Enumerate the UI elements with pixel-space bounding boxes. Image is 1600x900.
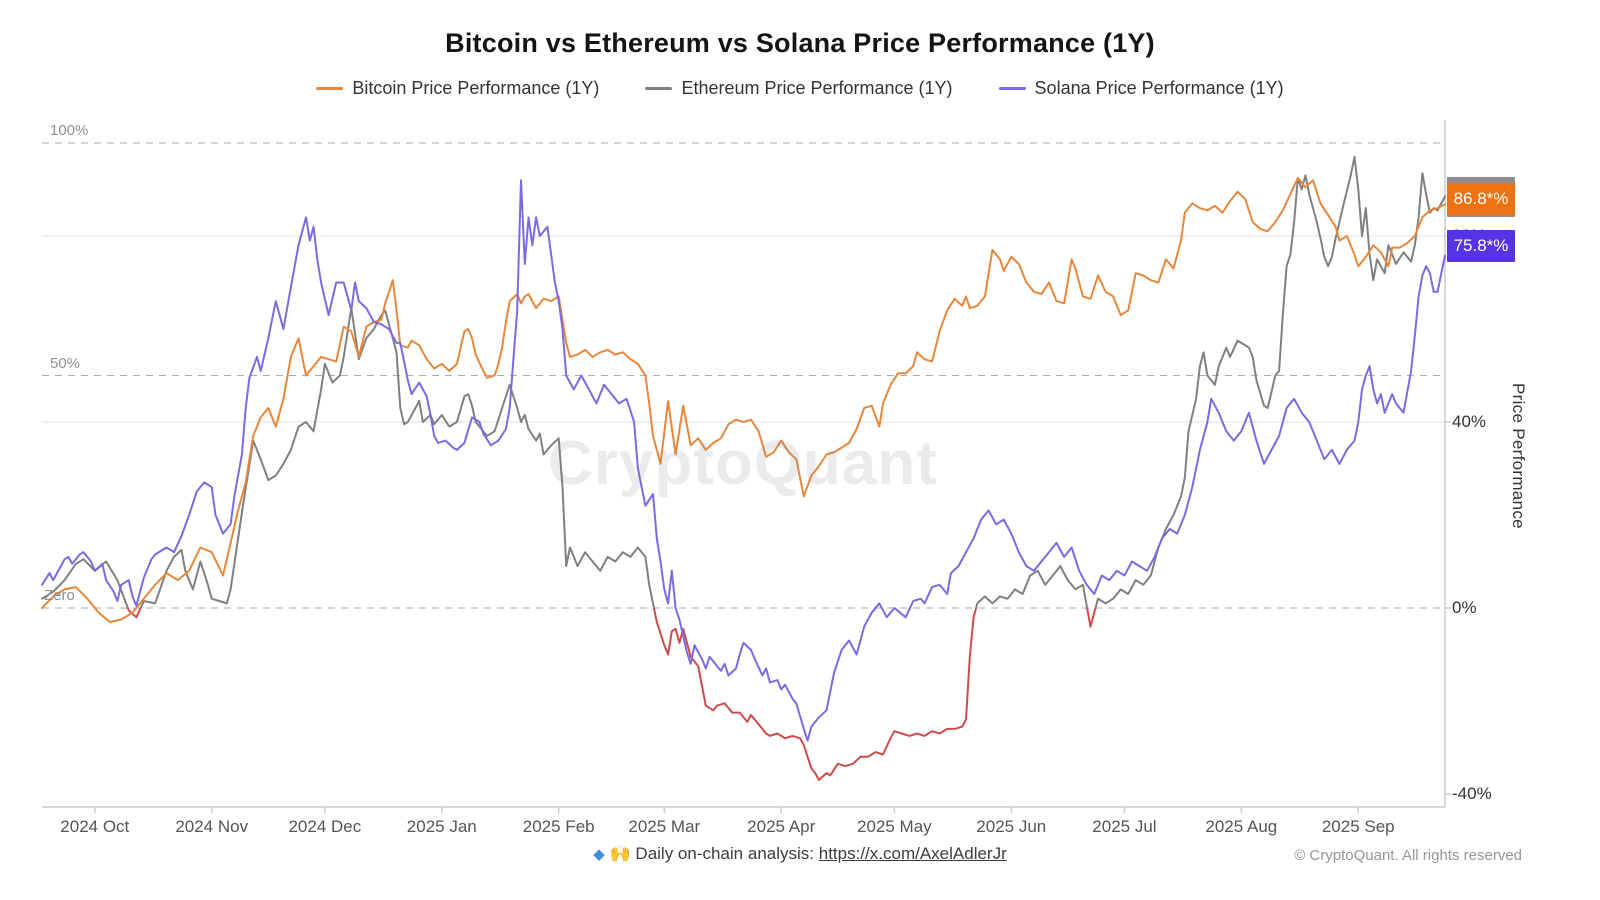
- y-axis-title: Price Performance: [1509, 383, 1528, 529]
- legend-item-ethereum[interactable]: Ethereum Price Performance (1Y): [645, 78, 953, 99]
- raised-hands-icon: 🙌: [609, 844, 631, 863]
- x-axis-label: 2025 Apr: [747, 817, 816, 836]
- legend-item-solana[interactable]: Solana Price Performance (1Y): [998, 78, 1284, 99]
- x-axis-label: 2025 Feb: [522, 817, 595, 836]
- gem-icon: ◆: [593, 846, 605, 863]
- solana-line-swatch-icon: [998, 87, 1026, 90]
- y-right-label-0: 0%: [1452, 598, 1477, 617]
- y-right-label-neg40: -40%: [1452, 784, 1492, 803]
- chart-legend: Bitcoin Price Performance (1Y) Ethereum …: [0, 78, 1600, 99]
- solana-end-value-badge: 75.8*%: [1447, 230, 1515, 262]
- y-right-label-40: 40%: [1452, 412, 1487, 431]
- bitcoin-end-value-badge: 86.8*%: [1447, 183, 1515, 215]
- footer-note: ◆ 🙌 Daily on-chain analysis: https://x.c…: [0, 844, 1600, 864]
- author-link[interactable]: https://x.com/AxelAdlerJr: [818, 844, 1007, 863]
- chart-title: Bitcoin vs Ethereum vs Solana Price Perf…: [445, 28, 1155, 58]
- x-axis-label: 2025 May: [857, 817, 932, 836]
- y-left-label-100: 100%: [50, 122, 89, 139]
- legend-item-bitcoin[interactable]: Bitcoin Price Performance (1Y): [316, 78, 599, 99]
- x-axis-label: 2025 Jul: [1092, 817, 1157, 836]
- x-axis-label: 2025 Sep: [1321, 817, 1395, 836]
- legend-label-solana: Solana Price Performance (1Y): [1034, 78, 1284, 98]
- x-axis-label: 2024 Oct: [60, 817, 130, 836]
- bitcoin-line: [41, 176, 1446, 623]
- bitcoin-line-swatch-icon: [316, 87, 344, 90]
- x-axis-label: 2024 Dec: [288, 817, 362, 836]
- legend-label-ethereum: Ethereum Price Performance (1Y): [681, 78, 953, 98]
- x-axis-label: 2025 Jun: [976, 817, 1047, 836]
- footer-text: Daily on-chain analysis:: [635, 844, 815, 863]
- x-axis-label: 2024 Nov: [175, 817, 249, 836]
- ethereum-line-swatch-icon: [645, 87, 673, 90]
- y-left-label-zero: Zero: [44, 587, 75, 604]
- copyright-text: © CryptoQuant. All rights reserved: [1294, 847, 1522, 864]
- ethereum-line-negative: [126, 608, 1097, 781]
- x-axis-label: 2025 Mar: [628, 817, 701, 836]
- solana-line: [41, 179, 1446, 742]
- x-axis-label: 2025 Aug: [1205, 817, 1278, 836]
- legend-label-bitcoin: Bitcoin Price Performance (1Y): [352, 78, 600, 98]
- x-axis-label: 2025 Jan: [406, 817, 477, 836]
- ethereum-line: [41, 155, 1446, 608]
- y-left-label-50: 50%: [50, 355, 81, 372]
